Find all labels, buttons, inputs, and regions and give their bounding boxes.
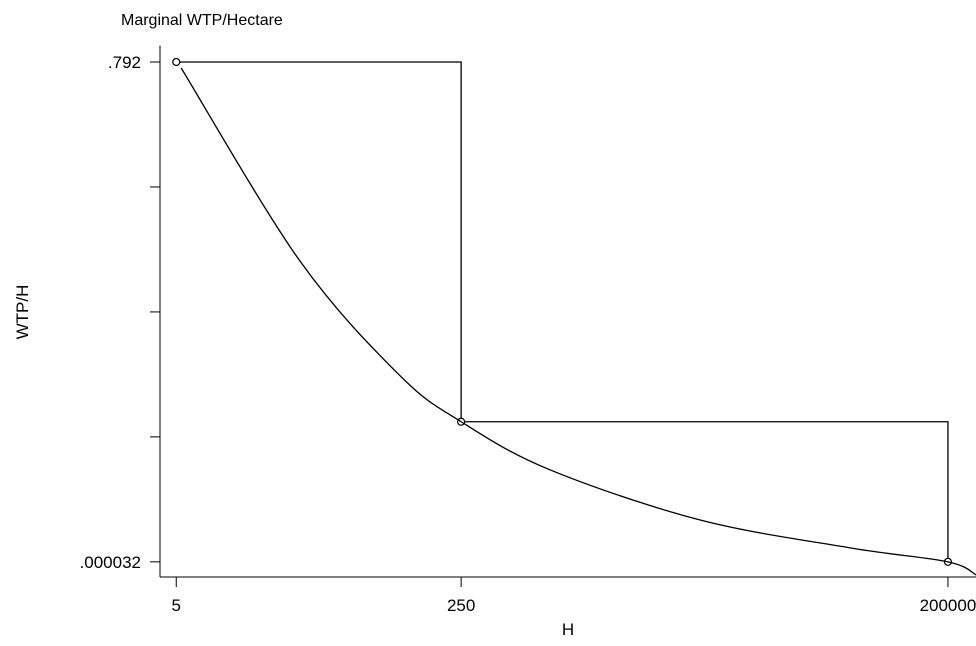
y-tick-label: .000032 <box>80 553 141 572</box>
x-tick-label: 200000 <box>920 596 976 615</box>
y-tick-label: .792 <box>108 53 141 72</box>
line <box>180 67 976 576</box>
chart-title: Marginal WTP/Hectare <box>121 12 283 29</box>
x-tick-label: 5 <box>172 596 181 615</box>
x-axis-label: H <box>562 620 574 639</box>
y-axis-label: WTP/H <box>13 285 32 340</box>
x-tick-label: 250 <box>447 596 475 615</box>
marker <box>172 57 181 67</box>
line <box>176 61 949 562</box>
